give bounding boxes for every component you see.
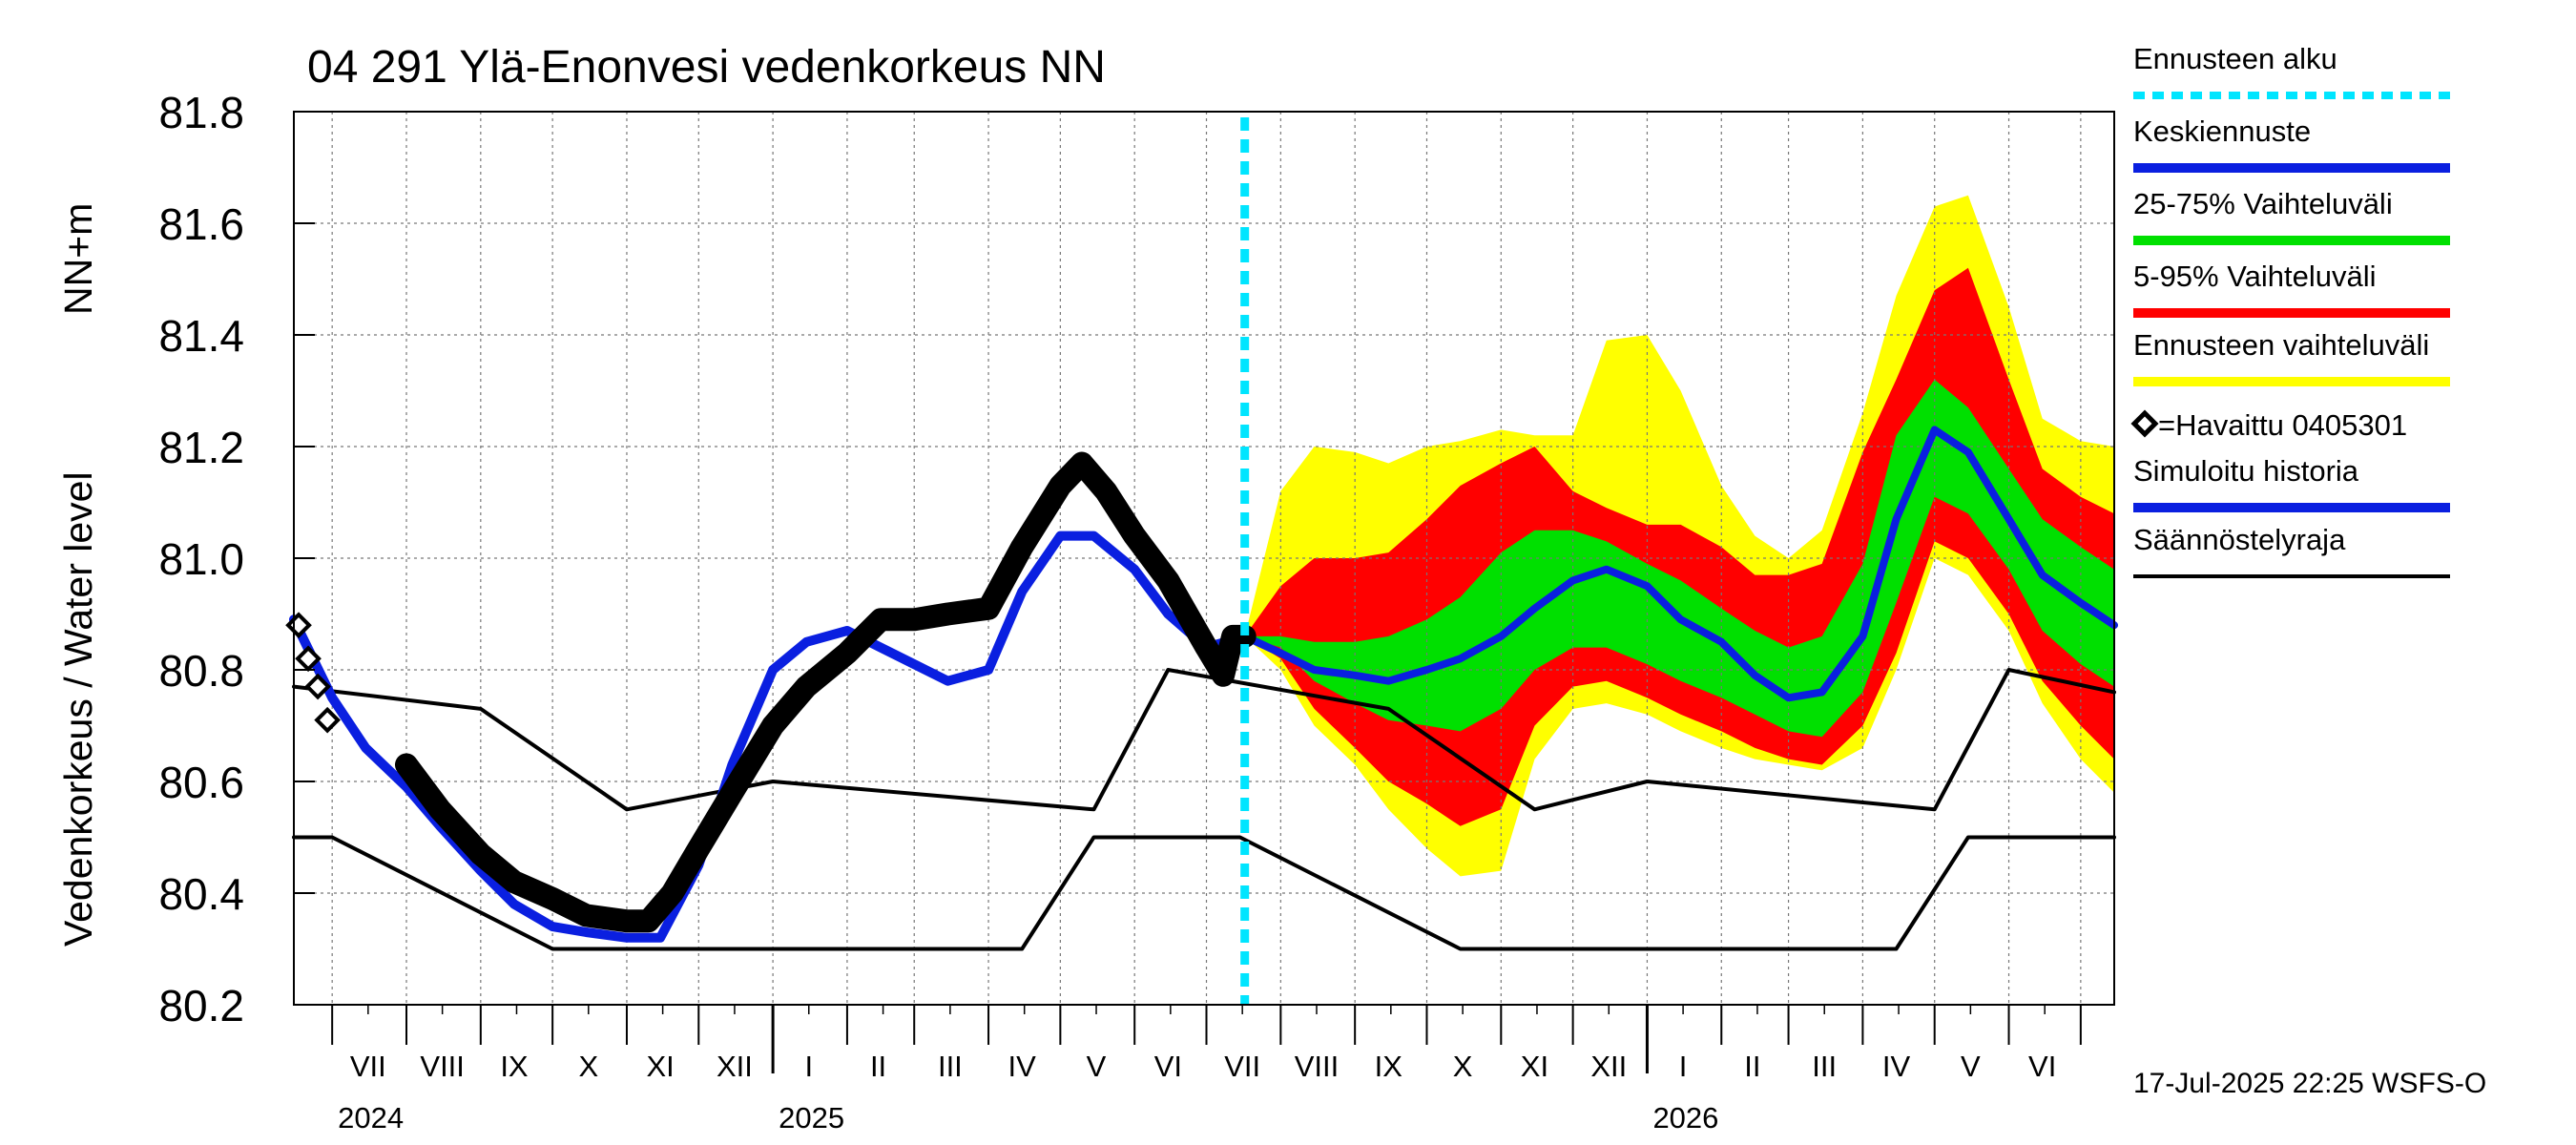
observed-point [304,673,331,700]
month-label: VIII [1295,1050,1340,1083]
month-label: IX [1375,1050,1403,1083]
y-tick-label: 80.6 [158,758,244,807]
year-label: 2025 [779,1101,844,1135]
month-label: II [1744,1050,1760,1083]
legend-label: Säännöstelyraja [2133,523,2346,556]
year-label: 2024 [338,1101,404,1135]
month-label: I [1679,1050,1688,1083]
month-label: XI [1521,1050,1548,1083]
y-tick-label: 81.4 [158,311,244,361]
observed-line [395,451,1257,933]
month-label: VI [1154,1050,1182,1083]
legend: Ennusteen alku Keskiennuste 25-75% Vaihtel… [2130,42,2450,578]
legend-label: Keskiennuste [2133,114,2311,148]
month-label: VIII [420,1050,465,1083]
y-tick-label: 80.8 [158,646,244,696]
footer-timestamp: 17-Jul-2025 22:25 WSFS-O [2133,1068,2486,1099]
month-label: V [1961,1050,1981,1083]
observed-point [314,706,341,734]
series-lines [289,117,2118,1005]
month-label: XII [1590,1050,1627,1083]
year-label: 2026 [1652,1101,1718,1135]
legend-label: =Havaittu 0405301 [2158,408,2407,442]
month-label: II [870,1050,886,1083]
legend-label: Simuloitu historia [2133,454,2359,488]
month-label: VII [1224,1050,1260,1083]
month-label: VII [350,1050,386,1083]
legend-label: 5-95% Vaihteluväli [2133,260,2376,293]
y-tick-label: 81.8 [158,88,244,137]
month-label: IV [1882,1050,1911,1083]
forecast-bands [1244,195,2114,877]
month-label: VI [2028,1050,2056,1083]
legend-label: Ennusteen vaihteluväli [2133,328,2429,362]
month-label: XI [646,1050,674,1083]
legend-label: 25-75% Vaihteluväli [2133,187,2393,220]
month-label: IV [1008,1050,1037,1083]
y-tick-label: 80.4 [158,869,244,919]
month-label: I [804,1050,813,1083]
legend-label: Ennusteen alku [2133,42,2337,75]
month-label: V [1087,1050,1107,1083]
month-label: X [578,1050,598,1083]
y-tick-label: 80.2 [158,981,244,1030]
y-axis-label: Vedenkorkeus / Water level [56,471,100,947]
y-axis-unit: NN+m [56,203,100,315]
regulation-limit-upper [292,668,2116,812]
legend-marker-diamond [2130,409,2159,438]
median-forecast-line [1240,426,2118,702]
y-tick-label: 81.2 [158,423,244,472]
y-tick-label: 81.0 [158,534,244,584]
chart-title: 04 291 Ylä-Enonvesi vedenkorkeus NN [307,42,1106,93]
band-25-75 [1244,379,2114,738]
month-label: III [1812,1050,1837,1083]
month-label: IX [500,1050,529,1083]
y-tick-label: 81.6 [158,199,244,249]
regulation-limit-lower [292,835,2116,951]
month-label: III [938,1050,963,1083]
month-label: X [1453,1050,1473,1083]
month-label: XII [717,1050,753,1083]
